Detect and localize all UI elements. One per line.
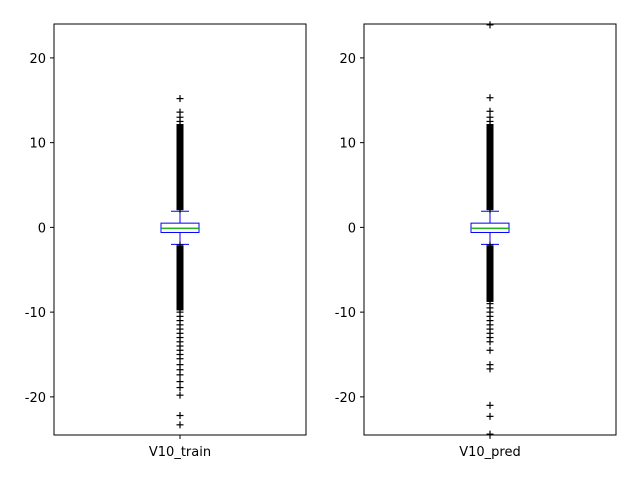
outlier-marker — [176, 412, 184, 420]
y-tick-label: -20 — [25, 391, 46, 406]
outlier-marker — [176, 378, 184, 386]
outlier-marker — [176, 384, 184, 392]
outlier-band-lower — [176, 246, 184, 311]
y-tick-label: 10 — [29, 137, 46, 152]
outlier-marker — [176, 95, 184, 103]
outlier-marker — [486, 107, 494, 115]
outlier-marker — [486, 412, 494, 420]
outlier-marker — [176, 108, 184, 116]
y-tick-label: -20 — [335, 391, 356, 406]
outlier-band-upper — [176, 123, 184, 210]
y-tick-label: 20 — [339, 52, 356, 67]
outlier-marker — [176, 371, 184, 379]
outlier-band-lower — [486, 246, 494, 302]
x-tick-label: V10_pred — [459, 445, 521, 460]
y-tick-label: 10 — [339, 137, 356, 152]
outlier-marker — [176, 355, 184, 363]
outlier-marker — [486, 346, 494, 354]
outlier-marker — [486, 113, 494, 121]
y-tick-label: 0 — [38, 221, 46, 236]
outlier-marker — [486, 21, 494, 29]
boxplot-panel-train: -20 -10 0 10 20 V10_train — [25, 23, 307, 460]
y-tick-label: -10 — [25, 306, 46, 321]
outlier-marker — [486, 401, 494, 409]
axes-frame — [363, 23, 617, 436]
outlier-marker — [486, 338, 494, 346]
y-tick-label: 0 — [348, 221, 356, 236]
outlier-marker — [486, 365, 494, 373]
boxplot-panel-pred: -20 -10 0 10 20 V10_pred — [335, 21, 617, 460]
x-tick-label: V10_train — [149, 445, 211, 460]
outlier-band-upper — [486, 123, 494, 210]
outlier-marker — [176, 391, 184, 399]
y-tick-label: -10 — [335, 306, 356, 321]
outlier-marker — [176, 421, 184, 429]
y-tick-label: 20 — [29, 52, 46, 67]
outlier-marker — [486, 430, 494, 438]
outlier-marker — [486, 94, 494, 102]
